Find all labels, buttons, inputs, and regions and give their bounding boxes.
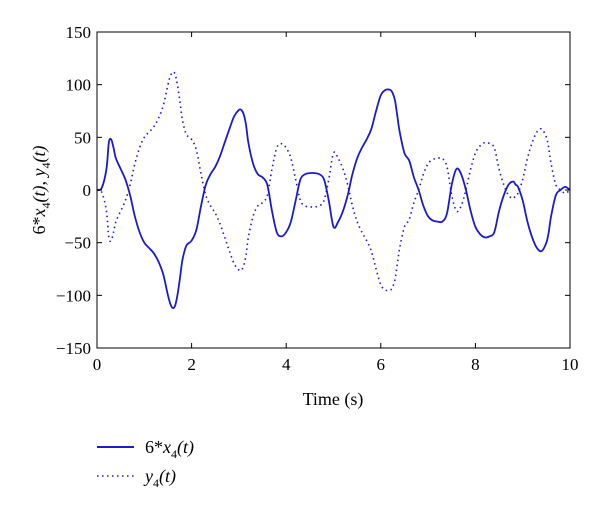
y-axis-label-part: x xyxy=(29,208,49,217)
y-tick-label: −100 xyxy=(56,286,91,305)
x-axis-label: Time (s) xyxy=(303,389,364,410)
y-tick-label: 150 xyxy=(66,23,92,42)
legend-label-part: x xyxy=(162,437,171,457)
x-tick-label: 0 xyxy=(93,355,102,374)
legend-label-series-1: 6*x4(t) xyxy=(145,437,194,461)
legend: 6*x4(t) y4(t) xyxy=(97,437,194,490)
y-tick-label: 0 xyxy=(83,181,92,200)
x-tick-label: 4 xyxy=(282,355,291,374)
y-axis-label-subscript: 4 xyxy=(39,202,53,208)
legend-label-part: 6* xyxy=(145,437,163,457)
series-line-1 xyxy=(97,88,570,309)
legend-label-subscript: 4 xyxy=(153,476,159,490)
legend-label-part: (t) xyxy=(177,437,194,458)
y-axis-label-subscript: 4 xyxy=(39,163,53,169)
series-layer xyxy=(97,71,570,309)
legend-label-part: y xyxy=(143,466,153,486)
y-tick-label: 50 xyxy=(74,128,91,147)
y-axis-label-part: (t) xyxy=(29,146,50,163)
y-axis-label: 6*x4(t), y4(t) xyxy=(29,146,53,235)
y-axis-label-part: (t), y xyxy=(29,169,50,203)
ticks-layer: 0 2 4 6 8 10 150 100 50 0 −50 −100 −150 xyxy=(56,23,579,374)
legend-label-subscript: 4 xyxy=(171,447,177,461)
y-tick-label: 100 xyxy=(66,76,92,95)
y-tick-label: −150 xyxy=(56,339,91,358)
x-tick-label: 10 xyxy=(562,355,579,374)
x-tick-label: 2 xyxy=(187,355,196,374)
legend-label-part: (t) xyxy=(159,466,176,487)
plot-frame xyxy=(96,31,571,349)
x-tick-label: 8 xyxy=(471,355,480,374)
x-tick-label: 6 xyxy=(377,355,386,374)
legend-label-series-2: y4(t) xyxy=(143,466,176,490)
series-line-2 xyxy=(97,71,570,292)
y-axis-label-part: 6* xyxy=(29,216,49,234)
y-tick-label: −50 xyxy=(64,234,91,253)
